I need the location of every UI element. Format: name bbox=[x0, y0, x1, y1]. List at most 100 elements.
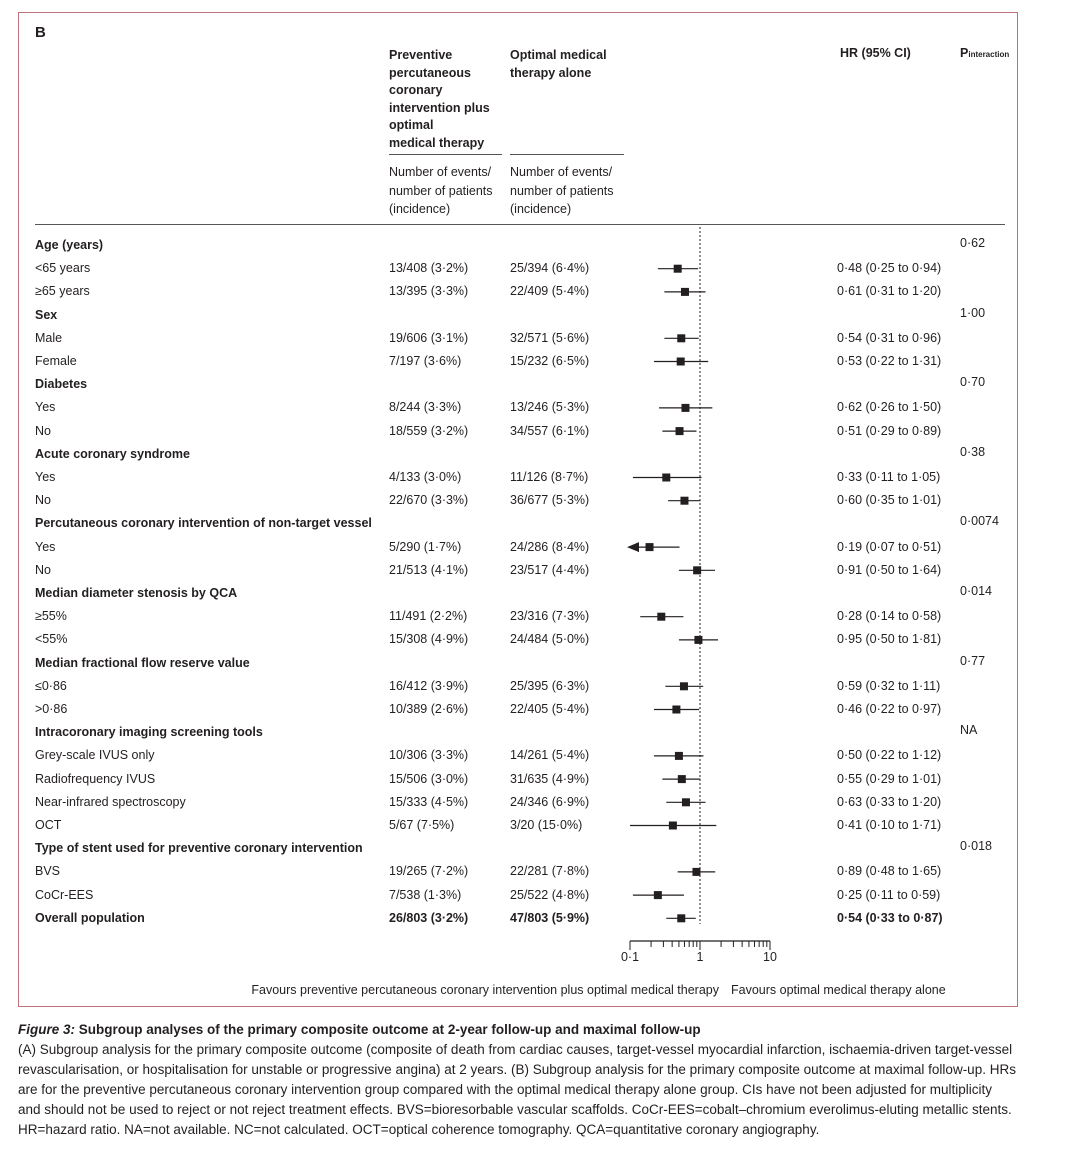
pci-events-cell: 15/506 (3·0%) bbox=[389, 771, 469, 786]
hr-column-header: HR (95% CI) bbox=[840, 46, 911, 60]
point-estimate-marker bbox=[672, 705, 681, 714]
omt-header-line: Optimal medical bbox=[510, 48, 607, 62]
subgroup-row: Male 19/606 (3·1%) 32/571 (5·6%) 0·54 (0·31… bbox=[35, 327, 1080, 350]
subgroup-header-row: Intracoronary imaging screening tools NA bbox=[35, 721, 1080, 744]
subgroup-row: <55% 15/308 (4·9%) 24/484 (5·0%) 0·95 (0·50… bbox=[35, 628, 1080, 651]
point-estimate-marker bbox=[680, 287, 689, 296]
pci-events-cell: 13/408 (3·2%) bbox=[389, 261, 469, 276]
figure-frame bbox=[18, 12, 1018, 1007]
subgroup-title: Median fractional flow reserve value bbox=[35, 655, 250, 670]
pci-events-cell: 7/197 (3·6%) bbox=[389, 354, 462, 368]
hr-ci-cell: 0·61 (0·31 to 1·20) bbox=[837, 284, 942, 299]
forest-plot: 0·1 1 10 bbox=[621, 227, 777, 964]
pci-events-cell: 11/491 (2·2%) bbox=[389, 609, 468, 624]
subgroup-label: >0·86 bbox=[35, 702, 68, 716]
point-estimate-marker bbox=[694, 635, 703, 644]
point-estimate-marker bbox=[668, 821, 677, 830]
favours-pci-label: Favours preventive percutaneous coronary… bbox=[251, 983, 719, 997]
subgroup-row: No 18/559 (3·2%) 34/557 (6·1%) 0·51 (0·29 t… bbox=[35, 420, 1080, 443]
subgroup-label: ≥55% bbox=[35, 609, 67, 624]
omt-events-cell: 24/286 (8·4%) bbox=[510, 539, 590, 554]
x-axis-tick-label: 0·1 bbox=[621, 950, 639, 964]
omt-events-cell: 23/316 (7·3%) bbox=[510, 609, 590, 624]
hr-ci-cell: 0·54 (0·31 to 0·96) bbox=[837, 330, 942, 345]
point-estimate-marker bbox=[645, 543, 654, 552]
subgroup-row: ≥55% 11/491 (2·2%) 23/316 (7·3%) 0·28 (0·14… bbox=[35, 605, 1080, 628]
subgroup-row: Grey-scale IVUS only 10/306 (3·3%) 14/261 … bbox=[35, 744, 1080, 767]
pci-events-cell: 5/67 (7·5%) bbox=[389, 818, 455, 832]
pci-events-cell: 10/306 (3·3%) bbox=[389, 748, 469, 763]
pci-header-line: medical therapy bbox=[389, 135, 485, 150]
hr-ci-cell: 0·19 (0·07 to 0·51) bbox=[837, 539, 942, 554]
subgroup-row: BVS 19/265 (7·2%) 22/281 (7·8%) 0·89 (0·48 … bbox=[35, 860, 1080, 883]
subgroup-label: Near-infrared spectroscopy bbox=[35, 794, 186, 809]
pci-events-cell: 4/133 (3·0%) bbox=[389, 470, 462, 484]
omt-events-cell: 32/571 (5·6%) bbox=[510, 330, 590, 345]
point-estimate-marker bbox=[677, 914, 686, 923]
p-interaction-value: 0·014 bbox=[960, 584, 992, 598]
pci-events-cell: 5/290 (1·7%) bbox=[389, 539, 462, 554]
omt-events-cell: 25/394 (6·4%) bbox=[510, 261, 590, 276]
subgroup-label: ≥65 years bbox=[35, 284, 90, 299]
pci-events-cell: 19/265 (7·2%) bbox=[389, 864, 469, 879]
omt-events-cell: 15/232 (6·5%) bbox=[510, 354, 590, 368]
p-interaction-value: 1·00 bbox=[960, 305, 986, 320]
subgroup-row: No 22/670 (3·3%) 36/677 (5·3%) 0·60 (0·35 t… bbox=[35, 489, 1080, 512]
pci-events-cell: 22/670 (3·3%) bbox=[389, 493, 469, 508]
omt-header-rule bbox=[510, 154, 624, 155]
hr-ci-cell: 0·63 (0·33 to 1·20) bbox=[837, 794, 942, 809]
ci-truncation-arrow bbox=[627, 542, 639, 553]
subgroup-header-row: Diabetes 0·70 bbox=[35, 373, 1080, 396]
hr-ci-cell: 0·53 (0·22 to 1·31) bbox=[837, 354, 942, 368]
events-header-line: (incidence) bbox=[389, 202, 451, 216]
pci-events-cell: 10/389 (2·6%) bbox=[389, 702, 469, 716]
subgroup-title: Diabetes bbox=[35, 377, 88, 392]
subgroup-title: Age (years) bbox=[35, 238, 104, 252]
subgroup-header-row: Type of stent used for preventive corona… bbox=[35, 837, 1080, 860]
omt-events-cell: 36/677 (5·3%) bbox=[510, 493, 590, 508]
subgroup-header-row: Median fractional flow reserve value 0·77 bbox=[35, 652, 1080, 675]
pci-events-header: Number of events/ number of patients (in… bbox=[389, 163, 493, 219]
omt-events-cell: 24/484 (5·0%) bbox=[510, 632, 590, 647]
omt-events-cell: 22/409 (5·4%) bbox=[510, 284, 590, 299]
pci-events-cell: 15/333 (4·5%) bbox=[389, 794, 469, 809]
x-axis-tick-label: 1 bbox=[697, 950, 704, 964]
hr-ci-cell: 0·91 (0·50 to 1·64) bbox=[837, 562, 942, 577]
hr-ci-cell: 0·48 (0·25 to 0·94) bbox=[837, 261, 942, 276]
subgroup-label: Yes bbox=[35, 400, 56, 415]
subgroup-row: Near-infrared spectroscopy 15/333 (4·5%) 2… bbox=[35, 791, 1080, 814]
pci-header-line: Preventive bbox=[389, 48, 453, 62]
omt-events-cell: 47/803 (5·9%) bbox=[510, 910, 590, 925]
hr-ci-cell: 0·25 (0·11 to 0·59) bbox=[837, 887, 941, 902]
hr-ci-cell: 0·41 (0·10 to 1·71) bbox=[837, 818, 942, 832]
omt-events-cell: 22/281 (7·8%) bbox=[510, 864, 590, 879]
subgroup-row: Yes 4/133 (3·0%) 11/126 (8·7%) 0·33 (0·11 t… bbox=[35, 466, 1080, 489]
hr-ci-cell: 0·54 (0·33 to 0·87) bbox=[837, 910, 943, 925]
pci-header-line: coronary bbox=[389, 83, 443, 97]
subgroup-title: Type of stent used for preventive corona… bbox=[35, 841, 363, 856]
point-estimate-marker bbox=[677, 775, 686, 784]
point-estimate-marker bbox=[657, 612, 666, 621]
pci-header-line: intervention plus bbox=[389, 100, 490, 115]
figure-caption: Figure 3: Subgroup analyses of the prima… bbox=[18, 1020, 1018, 1140]
p-interaction-value: 0·62 bbox=[960, 236, 986, 250]
omt-events-cell: 23/517 (4·4%) bbox=[510, 562, 590, 577]
hr-ci-cell: 0·62 (0·26 to 1·50) bbox=[837, 400, 942, 415]
figure-label: Figure 3: bbox=[18, 1022, 76, 1037]
omt-events-cell: 34/557 (6·1%) bbox=[510, 423, 590, 438]
hr-ci-cell: 0·50 (0·22 to 1·12) bbox=[837, 748, 942, 763]
pci-header-line: percutaneous bbox=[389, 65, 471, 80]
point-estimate-marker bbox=[677, 334, 686, 343]
subgroup-title: Intracoronary imaging screening tools bbox=[35, 725, 263, 740]
subgroup-label: Overall population bbox=[35, 910, 145, 925]
subgroup-label: <65 years bbox=[35, 261, 91, 276]
hr-ci-cell: 0·55 (0·29 to 1·01) bbox=[837, 771, 942, 786]
subgroup-row: Female 7/197 (3·6%) 15/232 (6·5%) 0·53 (0·2… bbox=[35, 350, 1080, 373]
hr-ci-cell: 0·46 (0·22 to 0·97) bbox=[837, 702, 942, 716]
subgroup-label: Grey-scale IVUS only bbox=[35, 748, 155, 763]
overall-row: Overall population 26/803 (3·2%) 47/803 (5… bbox=[35, 907, 1080, 930]
x-axis-tick-label: 10 bbox=[763, 950, 777, 964]
subgroup-row: CoCr-EES 7/538 (1·3%) 25/522 (4·8%) 0·25 (0… bbox=[35, 884, 1080, 907]
subgroup-label: ≤0·86 bbox=[35, 678, 67, 693]
subgroup-label: Yes bbox=[35, 470, 56, 484]
